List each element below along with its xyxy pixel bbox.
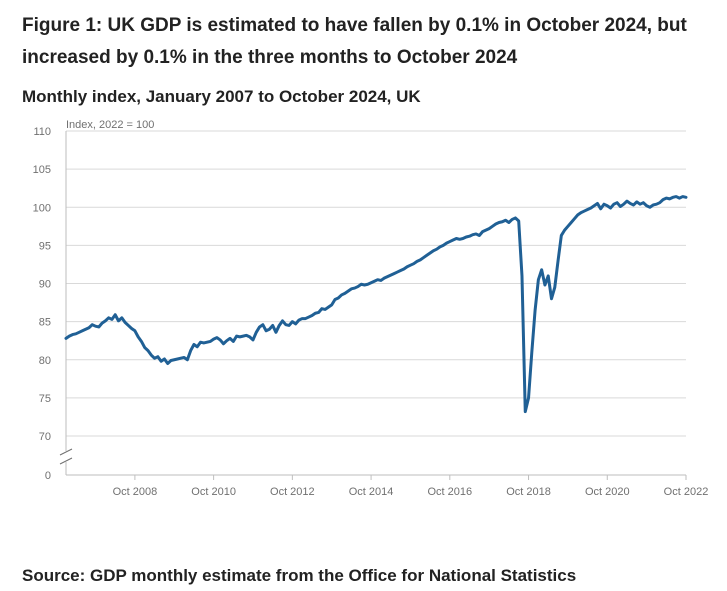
y-axis-label: Index, 2022 = 100 [66, 119, 154, 131]
y-tick-label: 70 [39, 431, 51, 443]
x-tick-label: Oct 2022 [664, 486, 709, 498]
x-tick-label: Oct 2010 [191, 486, 236, 498]
y-tick-label: 105 [33, 164, 51, 176]
y-tick-label: 100 [33, 202, 51, 214]
gridlines [66, 130, 686, 437]
chart-subtitle: Monthly index, January 2007 to October 2… [22, 87, 421, 106]
y-tick-label: 110 [33, 126, 51, 138]
x-tick-label: Oct 2020 [585, 486, 630, 498]
axis-break-icon [59, 448, 73, 465]
x-tick-label: Oct 2008 [113, 486, 158, 498]
x-tick-label: Oct 2018 [506, 486, 551, 498]
y-tick-label: 85 [39, 317, 51, 329]
y-tick-label: 75 [39, 393, 51, 405]
x-tick-label: Oct 2016 [427, 486, 472, 498]
y-tick-label: 90 [39, 279, 51, 291]
series [64, 195, 688, 414]
gdp-line-chart: 0 70 75 80 85 90 95 100 105 110 Oct 2008 Oct 2010 Oc… [33, 119, 709, 498]
x-tick-label: Oct 2014 [349, 486, 394, 498]
y-tick-label: 0 [45, 470, 51, 482]
chart-title: Figure 1: UK GDP is estimated to have fa… [22, 15, 687, 68]
y-tick-label: 95 [39, 240, 51, 252]
source-note: Source: GDP monthly estimate from the Of… [22, 566, 577, 585]
y-tick-label: 80 [39, 355, 51, 367]
x-tick-label: Oct 2012 [270, 486, 315, 498]
axes: 0 70 75 80 85 90 95 100 105 110 Oct 2008 Oct 2010 Oc… [33, 126, 709, 498]
series-line-gdp-index [64, 195, 688, 414]
